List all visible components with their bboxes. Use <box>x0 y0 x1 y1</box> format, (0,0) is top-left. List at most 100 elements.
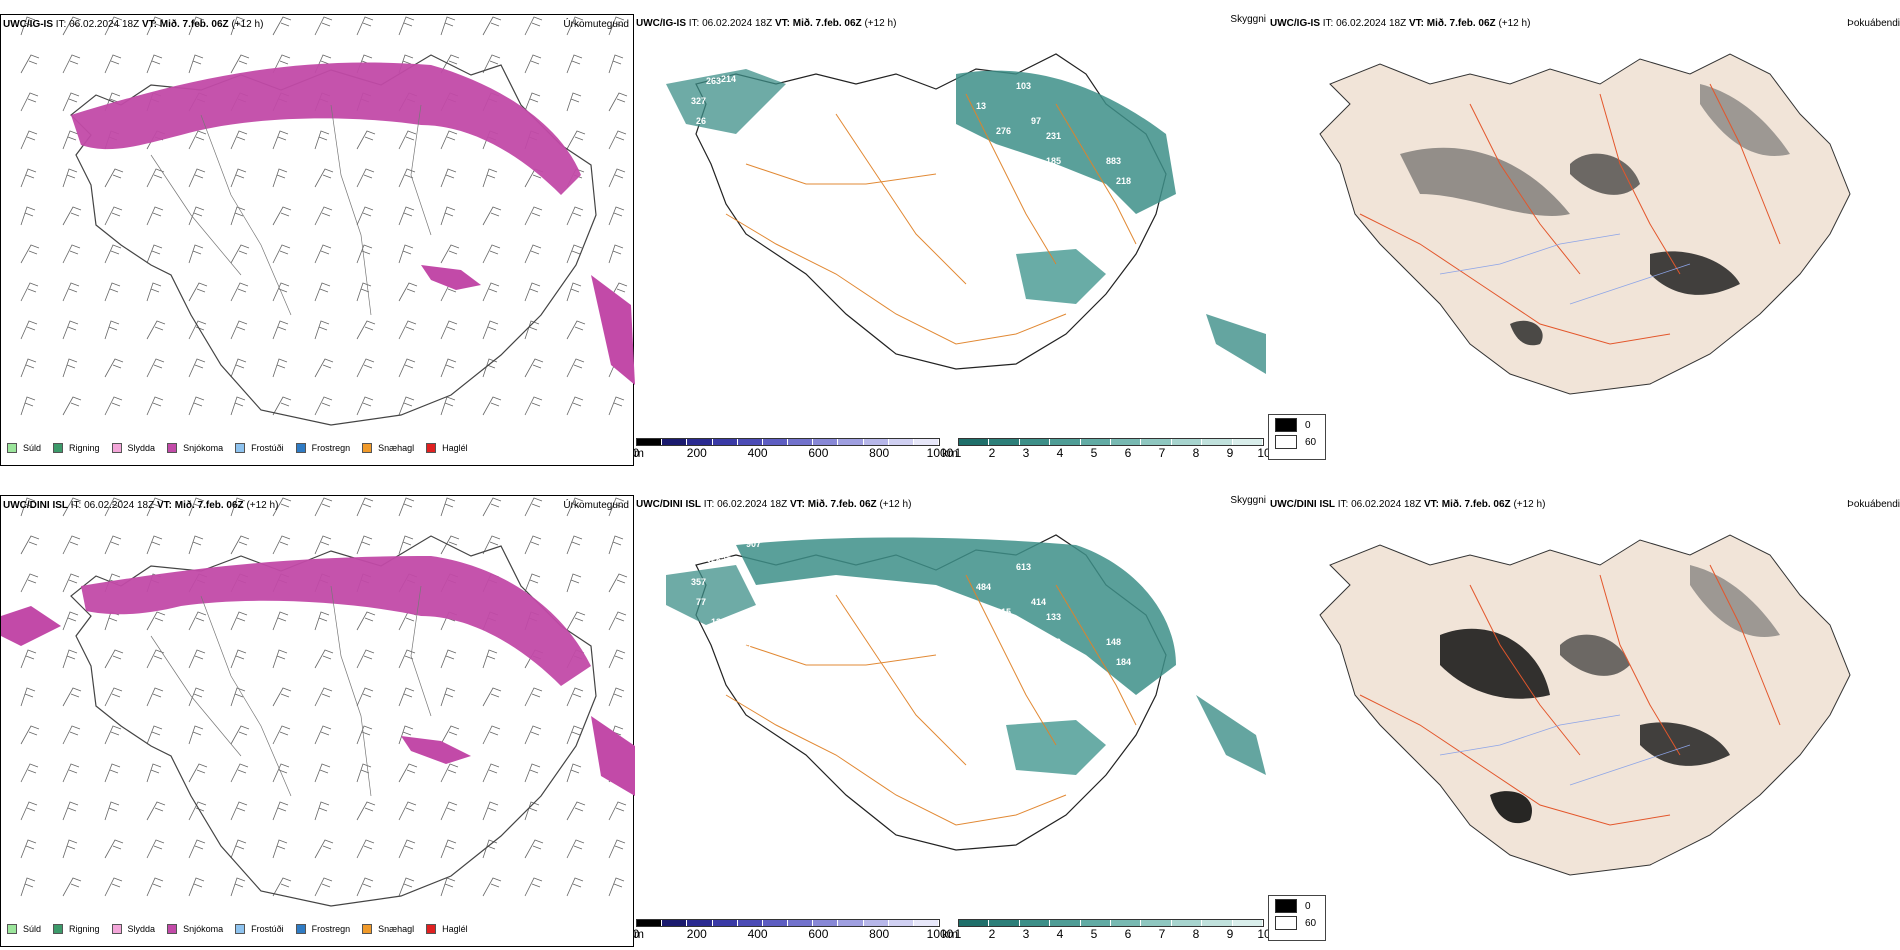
colorbar-segment <box>888 920 914 926</box>
wind-barb <box>314 168 334 188</box>
cloud-base-label: 13 <box>976 101 986 111</box>
wind-barb <box>146 358 165 378</box>
scale-tick-label: 9 <box>1226 927 1234 941</box>
scale-tick-label: 0 <box>632 927 640 941</box>
wind-barb <box>314 320 330 340</box>
wind-barb <box>566 725 583 745</box>
wind-barb <box>62 535 81 555</box>
wind-barb <box>230 725 250 745</box>
wind-barb <box>20 687 36 707</box>
wind-barb <box>272 649 288 669</box>
cloud-panel-row1: 201 601 327 263 214 26 205 71 57 146 209 13 103 97 231… <box>633 14 1271 466</box>
colorbar-segment <box>1019 920 1051 926</box>
precip-type-legend-row2: Súld Rigning Slydda Snjókoma Frostúði Frostre… <box>7 924 480 934</box>
wind-barb <box>314 763 331 783</box>
wind-barb <box>188 358 206 378</box>
wind-barb <box>104 282 121 302</box>
header-row1-left: UWC/IG-IS IT: 06.02.2024 18Z VT: Mið. 7.… <box>3 19 264 30</box>
scale-tick-label: 10 <box>1257 446 1271 460</box>
wind-barb <box>356 763 372 783</box>
wind-barb <box>314 358 334 378</box>
wind-barb <box>20 839 37 859</box>
wind-barb <box>608 877 625 897</box>
wind-barb <box>188 16 205 36</box>
cloud-base-label: 241 <box>1066 181 1081 191</box>
wind-barb <box>62 497 82 517</box>
cloud-base-label: 110 <box>966 697 981 707</box>
wind-barb <box>146 206 164 226</box>
wind-barb <box>104 54 122 74</box>
wind-barb <box>20 168 37 188</box>
wind-barb <box>272 687 292 707</box>
scale-tick-label: 6 <box>1124 446 1132 460</box>
wind-barb <box>230 282 249 302</box>
wind-barb <box>482 801 499 821</box>
cloud-base-label: 218 <box>1116 176 1131 186</box>
wind-barb <box>440 497 456 517</box>
wind-barb <box>146 497 164 517</box>
wind-barb <box>104 497 123 517</box>
wind-barb <box>272 497 292 517</box>
wind-barb <box>230 839 247 859</box>
scale-tick-label: 400 <box>747 446 768 460</box>
wind-barb <box>440 763 459 783</box>
fog-legend-swatch <box>1275 435 1297 449</box>
wind-barb <box>146 535 163 555</box>
scale-tick-label: 6 <box>1124 927 1132 941</box>
wind-barb <box>104 320 120 340</box>
colorbar-segment <box>712 439 738 445</box>
wind-barb <box>314 839 334 859</box>
wind-barb <box>20 244 40 264</box>
wind-barb <box>146 801 166 821</box>
cloud-base-label: 434 <box>1086 196 1101 206</box>
wind-barb <box>188 130 207 150</box>
wind-barb <box>566 358 585 378</box>
visibility-colorbar <box>958 438 1264 446</box>
wind-barb <box>608 244 624 264</box>
legend-label: Súld <box>23 924 42 934</box>
legend-swatch <box>167 924 178 934</box>
wind-barb <box>608 801 627 821</box>
wind-barb <box>62 396 82 416</box>
wind-barb <box>440 535 460 555</box>
wind-barb <box>62 168 78 188</box>
wind-barb <box>62 130 79 150</box>
wind-barb <box>272 839 288 859</box>
wind-barb <box>104 687 123 707</box>
cloud-base-label: 10 <box>856 86 866 96</box>
cloud-base-label: 126 <box>936 722 951 732</box>
colorbar-segment <box>637 920 663 926</box>
wind-barb <box>20 877 36 897</box>
wind-barb <box>104 839 124 859</box>
fog-panel-row2: UWC/DINI ISL IT: 06.02.2024 18Z VT: Mið.… <box>1270 495 1900 915</box>
wind-barb <box>62 573 80 593</box>
wind-barb <box>482 725 501 745</box>
wind-barb <box>566 839 585 859</box>
wind-barb <box>524 54 542 74</box>
wind-barb <box>524 16 543 36</box>
wind-barb <box>20 497 36 517</box>
wind-barb <box>608 396 625 416</box>
colorbar-segment <box>687 439 713 445</box>
wind-barb <box>20 396 36 416</box>
legend-swatch <box>235 924 246 934</box>
cloud-base-label: 357 <box>691 577 706 587</box>
cloud-base-label: 214 <box>721 74 736 84</box>
wind-barb <box>20 320 38 340</box>
wind-barb <box>188 497 205 517</box>
wind-barb <box>356 358 375 378</box>
wind-barb <box>104 801 120 821</box>
wind-barb <box>566 320 586 340</box>
wind-barb <box>356 206 374 226</box>
wind-barb <box>314 801 330 821</box>
cloud-base-label: 185 <box>1046 156 1061 166</box>
wind-barb <box>188 877 205 897</box>
wind-barb <box>398 649 416 669</box>
wind-barb <box>566 396 584 416</box>
cloud-base-label: 263 <box>706 76 721 86</box>
cloud-base-label: 784 <box>916 677 931 687</box>
fog-panel-row1: UWC/IG-IS IT: 06.02.2024 18Z VT: Mið. 7.… <box>1270 14 1900 434</box>
precip-type-map-row1 <box>20 16 635 426</box>
wind-barb <box>440 801 458 821</box>
